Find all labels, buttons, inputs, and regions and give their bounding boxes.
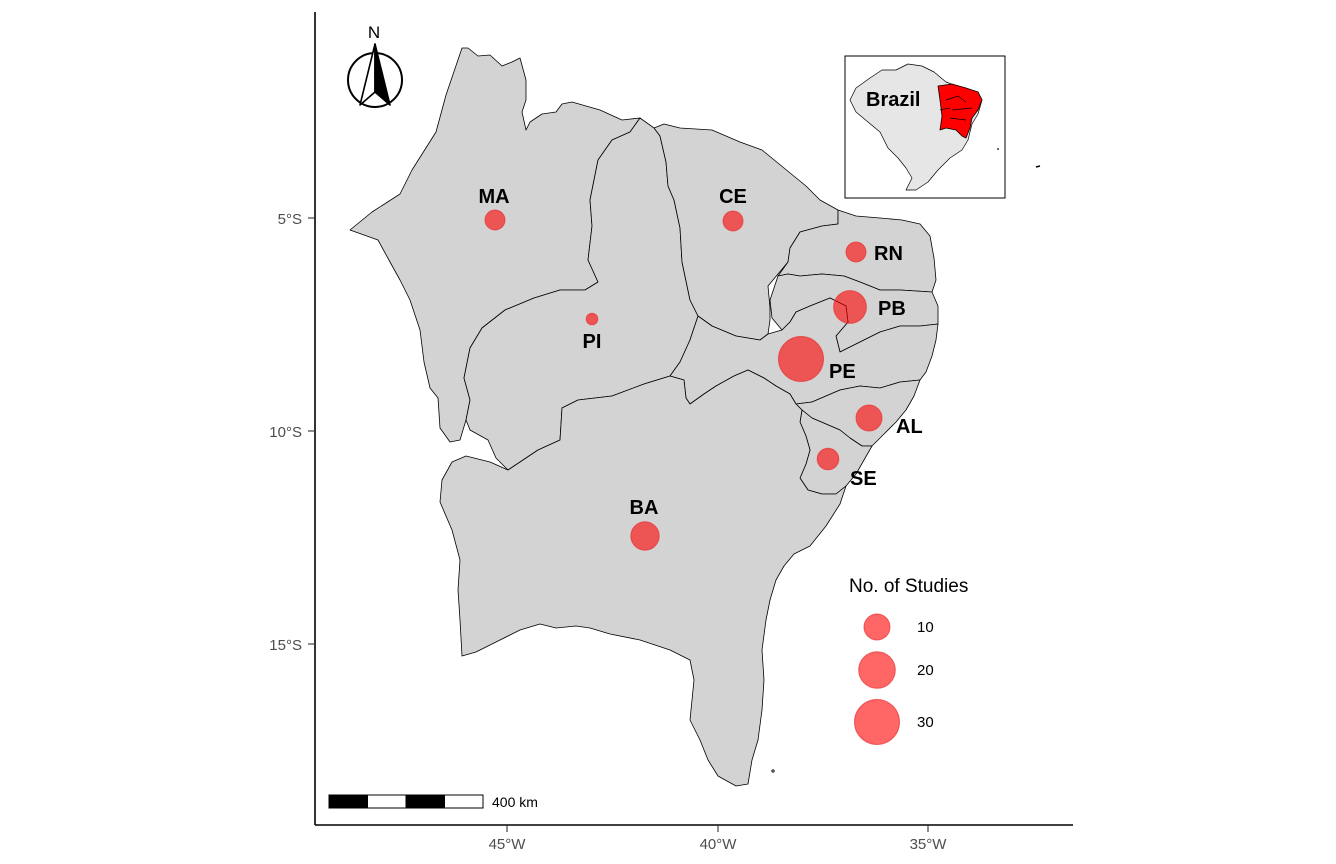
state-label-ba: BA [630,497,659,519]
inset-island [997,148,999,150]
y-tick-label: 15°S [269,637,302,654]
bubble-ce [722,210,744,232]
bubble-ba [630,521,660,551]
state-labels: MA PI CE RN PB PE AL SE BA [478,186,922,519]
legend-title: No. of Studies [849,576,968,597]
inset-northeast-highlight [937,83,983,139]
scale-segment [328,794,368,809]
bubble-al [855,404,883,432]
north-label: N [368,23,380,42]
state-shape-ce [653,123,839,341]
bubble-rn [845,241,867,263]
legend-bubble [858,651,896,689]
x-tick-label: 45°W [489,836,527,853]
x-tick-label: 35°W [910,836,948,853]
state-shape-ba [439,369,847,787]
scale-label: 400 km [492,794,538,810]
legend-label: 20 [917,662,934,679]
legend-label: 30 [917,714,934,731]
study-bubbles [484,209,883,551]
island-shape [771,769,775,773]
scale-segment [367,794,407,809]
arrow-east-half [374,43,391,106]
bubble-pb [833,290,867,324]
inset-label: Brazil [866,89,920,111]
state-label-pi: PI [583,331,602,353]
state-label-ce: CE [719,186,747,208]
bubble-pe [778,336,824,382]
scale-segment [444,794,484,809]
bubble-ma [484,209,506,231]
state-label-pb: PB [878,298,906,320]
state-polygons [349,47,939,787]
x-tick-label: 40°W [700,836,738,853]
inset-state-borders [939,95,973,121]
scale-bar: 400 km [328,794,538,810]
legend-bubble [863,613,891,641]
state-label-pe: PE [829,361,856,383]
state-label-al: AL [896,416,923,438]
scale-segment [405,794,445,809]
remote-island-mark [1035,165,1041,168]
axes: 5°S 10°S 15°S 45°W 40°W 35°W [269,12,1073,853]
state-label-rn: RN [874,243,903,265]
inset-map: Brazil [844,55,1006,199]
bubble-pi [585,312,599,326]
bubble-se [816,447,840,471]
y-tick-label: 5°S [278,211,302,228]
north-arrow: N [347,23,403,108]
state-label-se: SE [850,468,877,490]
y-tick-label: 10°S [269,424,302,441]
legend-bubble [854,699,900,745]
legend-label: 10 [917,619,934,636]
state-label-ma: MA [478,186,509,208]
legend: No. of Studies 10 20 30 [849,576,968,745]
